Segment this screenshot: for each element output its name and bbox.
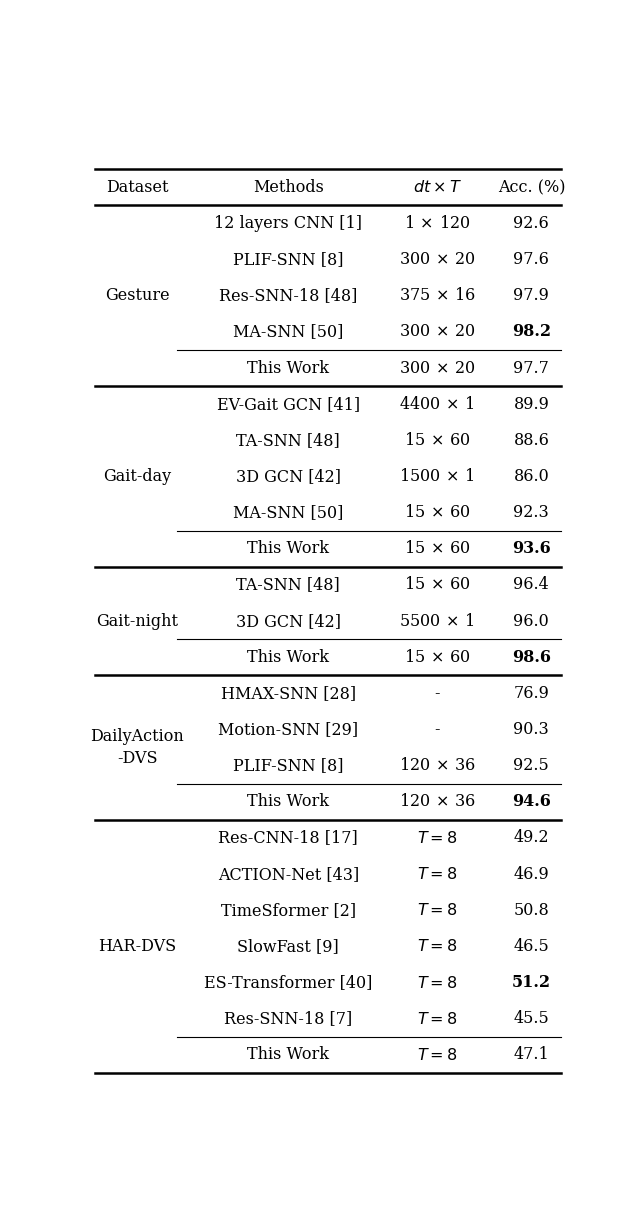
- Text: 46.9: 46.9: [513, 866, 549, 883]
- Text: This Work: This Work: [247, 540, 330, 557]
- Text: TA-SNN [48]: TA-SNN [48]: [236, 432, 340, 449]
- Text: $T = 8$: $T = 8$: [417, 866, 458, 882]
- Text: 15$\,\times\,$60: 15$\,\times\,$60: [404, 540, 470, 557]
- Text: SlowFast [9]: SlowFast [9]: [237, 938, 339, 955]
- Text: 4400$\,\times\,$1: 4400$\,\times\,$1: [399, 395, 475, 412]
- Text: 93.6: 93.6: [512, 540, 551, 557]
- Text: $T = 8$: $T = 8$: [417, 1010, 458, 1026]
- Text: $dt \times T$: $dt \times T$: [413, 180, 461, 196]
- Text: PLIF-SNN [8]: PLIF-SNN [8]: [233, 758, 344, 775]
- Text: Res-CNN-18 [17]: Res-CNN-18 [17]: [218, 829, 358, 846]
- Text: This Work: This Work: [247, 793, 330, 810]
- Text: 300$\,\times\,$20: 300$\,\times\,$20: [399, 360, 476, 377]
- Text: 5500$\,\times\,$1: 5500$\,\times\,$1: [399, 613, 475, 630]
- Text: 92.3: 92.3: [513, 505, 549, 522]
- Text: 46.5: 46.5: [513, 938, 549, 955]
- Text: 97.7: 97.7: [513, 360, 549, 377]
- Text: 120$\,\times\,$36: 120$\,\times\,$36: [399, 758, 476, 775]
- Text: EV-Gait GCN [41]: EV-Gait GCN [41]: [217, 395, 360, 412]
- Text: 76.9: 76.9: [513, 685, 549, 702]
- Text: Gesture: Gesture: [105, 287, 170, 304]
- Text: $T = 8$: $T = 8$: [417, 974, 458, 991]
- Text: 15$\,\times\,$60: 15$\,\times\,$60: [404, 432, 470, 449]
- Text: 50.8: 50.8: [513, 902, 549, 919]
- Text: 88.6: 88.6: [513, 432, 549, 449]
- Text: TA-SNN [48]: TA-SNN [48]: [236, 576, 340, 593]
- Text: Res-SNN-18 [7]: Res-SNN-18 [7]: [224, 1010, 353, 1028]
- Text: 51.2: 51.2: [512, 974, 551, 991]
- Text: 49.2: 49.2: [513, 829, 549, 846]
- Text: -: -: [435, 685, 440, 702]
- Text: Methods: Methods: [253, 179, 324, 196]
- Text: $T = 8$: $T = 8$: [417, 1047, 458, 1063]
- Text: 1500$\,\times\,$1: 1500$\,\times\,$1: [399, 468, 475, 485]
- Text: 89.9: 89.9: [513, 395, 549, 412]
- Text: 15$\,\times\,$60: 15$\,\times\,$60: [404, 576, 470, 593]
- Text: 92.5: 92.5: [513, 758, 549, 775]
- Text: Acc. (%): Acc. (%): [498, 179, 565, 196]
- Text: Dataset: Dataset: [106, 179, 168, 196]
- Text: 94.6: 94.6: [512, 793, 551, 810]
- Text: HMAX-SNN [28]: HMAX-SNN [28]: [221, 685, 356, 702]
- Text: HAR-DVS: HAR-DVS: [98, 938, 176, 955]
- Text: 86.0: 86.0: [513, 468, 549, 485]
- Text: Res-SNN-18 [48]: Res-SNN-18 [48]: [219, 287, 358, 304]
- Text: 98.6: 98.6: [512, 649, 551, 665]
- Text: ES-Transformer [40]: ES-Transformer [40]: [204, 974, 372, 991]
- Text: This Work: This Work: [247, 649, 330, 665]
- Text: 15$\,\times\,$60: 15$\,\times\,$60: [404, 505, 470, 522]
- Text: 96.4: 96.4: [513, 576, 549, 593]
- Text: 120$\,\times\,$36: 120$\,\times\,$36: [399, 793, 476, 810]
- Text: $T = 8$: $T = 8$: [417, 902, 458, 918]
- Text: 12 layers CNN [1]: 12 layers CNN [1]: [214, 215, 362, 232]
- Text: MA-SNN [50]: MA-SNN [50]: [233, 323, 344, 340]
- Text: This Work: This Work: [247, 1046, 330, 1063]
- Text: -: -: [435, 721, 440, 738]
- Text: 1$\,\times\,$120: 1$\,\times\,$120: [404, 215, 470, 232]
- Text: Motion-SNN [29]: Motion-SNN [29]: [218, 721, 358, 738]
- Text: Gait-day: Gait-day: [103, 468, 171, 485]
- Text: MA-SNN [50]: MA-SNN [50]: [233, 505, 344, 522]
- Text: 96.0: 96.0: [513, 613, 549, 630]
- Text: This Work: This Work: [247, 360, 330, 377]
- Text: 375$\,\times\,$16: 375$\,\times\,$16: [399, 287, 476, 304]
- Text: 45.5: 45.5: [513, 1010, 549, 1028]
- Text: TimeSformer [2]: TimeSformer [2]: [221, 902, 356, 919]
- Text: 300$\,\times\,$20: 300$\,\times\,$20: [399, 252, 476, 269]
- Text: 47.1: 47.1: [513, 1046, 549, 1063]
- Text: 98.2: 98.2: [512, 323, 551, 340]
- Text: 90.3: 90.3: [513, 721, 549, 738]
- Text: PLIF-SNN [8]: PLIF-SNN [8]: [233, 252, 344, 269]
- Text: 300$\,\times\,$20: 300$\,\times\,$20: [399, 323, 476, 340]
- Text: 3D GCN [42]: 3D GCN [42]: [236, 613, 341, 630]
- Text: $T = 8$: $T = 8$: [417, 831, 458, 846]
- Text: 3D GCN [42]: 3D GCN [42]: [236, 468, 341, 485]
- Text: 97.6: 97.6: [513, 252, 549, 269]
- Text: 15$\,\times\,$60: 15$\,\times\,$60: [404, 649, 470, 665]
- Text: Gait-night: Gait-night: [96, 613, 178, 630]
- Text: DailyAction
-DVS: DailyAction -DVS: [90, 728, 184, 767]
- Text: 97.9: 97.9: [513, 287, 549, 304]
- Text: 92.6: 92.6: [513, 215, 549, 232]
- Text: $T = 8$: $T = 8$: [417, 939, 458, 955]
- Text: ACTION-Net [43]: ACTION-Net [43]: [218, 866, 359, 883]
